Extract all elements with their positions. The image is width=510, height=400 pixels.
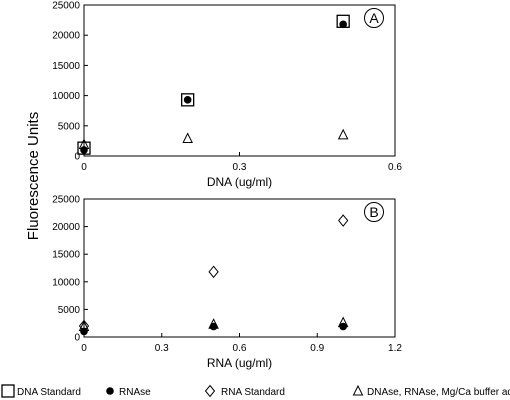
y-tick-label: 15000 bbox=[52, 61, 80, 72]
data-point-circle bbox=[183, 96, 192, 104]
panel-b: 0 5000 10000 15000 20000 25000 0 0.3 0.6 0.9 1.2 RN… bbox=[52, 195, 402, 371]
data-point-triangle bbox=[182, 132, 193, 143]
data-point-circle bbox=[80, 327, 88, 336]
data-point-circle bbox=[80, 146, 88, 154]
x-tick-label: 0 bbox=[81, 162, 87, 173]
x-tick-label: 0.9 bbox=[310, 343, 324, 354]
y-tick-label: 5000 bbox=[58, 121, 81, 132]
y-tick-label: 0 bbox=[74, 333, 80, 344]
panel-a: 0 5000 10000 15000 20000 25000 0 0.3 0.6 DNA (ug/… bbox=[52, 1, 402, 190]
panel-letter: A bbox=[369, 10, 379, 26]
data-point-circle bbox=[339, 322, 347, 331]
legend: DNA Standard RNAse RNA Standard DNAse, RNAs… bbox=[1, 384, 510, 398]
legend-label: DNAse, RNAse, Mg/Ca buffer added to NA s… bbox=[367, 387, 510, 398]
y-tick-label: 20000 bbox=[52, 31, 80, 42]
x-axis-label-b: RNA (ug/ml) bbox=[207, 356, 272, 370]
y-tick-label: 0 bbox=[74, 152, 80, 163]
data-point-circle bbox=[339, 20, 347, 29]
x-tick-label: 0.3 bbox=[155, 343, 169, 354]
data-point-triangle bbox=[337, 128, 349, 140]
y-axis-label: Fluorescence Units bbox=[25, 112, 42, 240]
y-tick-label: 25000 bbox=[52, 1, 80, 12]
panel-letter: B bbox=[369, 204, 378, 220]
panel-letter-circle bbox=[364, 202, 384, 222]
x-tick-label: 0.3 bbox=[233, 162, 247, 173]
legend-marker-diamond bbox=[204, 384, 216, 398]
x-tick-label: 0.6 bbox=[388, 162, 402, 173]
legend-label: DNA Standard bbox=[17, 387, 81, 398]
legend-label: RNAse bbox=[119, 387, 151, 398]
legend-marker-circle bbox=[106, 387, 114, 395]
y-tick-label: 10000 bbox=[52, 91, 80, 102]
y-tick-label: 25000 bbox=[52, 195, 80, 206]
x-tick-label: 1.2 bbox=[388, 343, 402, 354]
x-tick-label: 0 bbox=[81, 343, 87, 354]
data-point-diamond bbox=[208, 265, 219, 279]
data-point-square bbox=[77, 141, 91, 155]
y-tick-label: 5000 bbox=[58, 305, 81, 316]
x-axis-label-a: DNA (ug/ml) bbox=[207, 175, 272, 189]
data-point-square bbox=[181, 93, 195, 107]
y-tick-label: 20000 bbox=[52, 222, 80, 233]
data-point-diamond bbox=[338, 214, 349, 227]
y-tick-label: 10000 bbox=[52, 277, 80, 288]
data-point-circle bbox=[209, 322, 218, 331]
legend-marker-square bbox=[1, 384, 15, 398]
legend-marker-triangle bbox=[352, 384, 364, 396]
panel-letter-circle bbox=[364, 8, 384, 28]
x-tick-label: 0.6 bbox=[233, 343, 247, 354]
legend-label: RNA Standard bbox=[221, 387, 285, 398]
y-tick-label: 15000 bbox=[52, 250, 80, 261]
plot-frame-b bbox=[83, 198, 396, 338]
